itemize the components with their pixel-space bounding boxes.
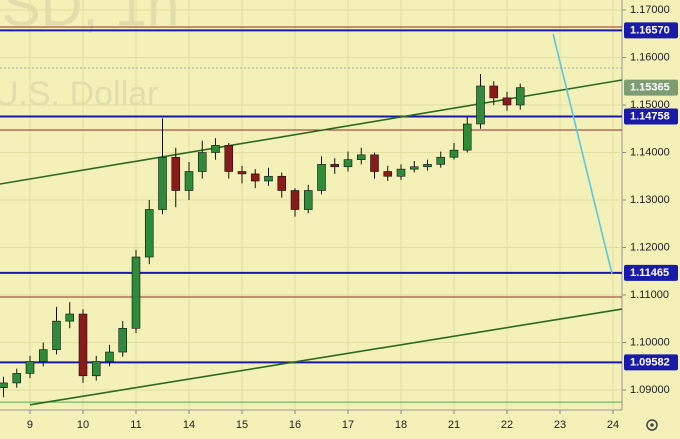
candle-body — [423, 164, 432, 168]
x-tick-label: 15 — [236, 419, 248, 431]
candle-body — [65, 313, 75, 322]
level-label: 1.16570 — [630, 24, 670, 36]
candle-body — [144, 209, 154, 258]
level-label: 1.14758 — [630, 110, 670, 122]
x-tick-label: 24 — [607, 419, 619, 431]
candle-body — [436, 156, 446, 165]
level-label: 1.09582 — [630, 356, 670, 368]
candle-body — [224, 145, 234, 172]
x-tick-label: 21 — [448, 419, 460, 431]
candle-body — [52, 320, 61, 350]
x-tick-label: 16 — [289, 419, 301, 431]
watermark: USD, 1h — [0, 0, 179, 38]
x-tick-label: 23 — [554, 419, 566, 431]
candle-body — [409, 166, 419, 170]
candle-body — [330, 164, 340, 168]
trend-line — [552, 33, 613, 274]
watermark-subtitle: U.S. Dollar — [0, 75, 158, 113]
last-price-box — [624, 79, 678, 96]
candle-body — [78, 313, 88, 377]
candle-body — [250, 173, 260, 182]
candle-body — [476, 85, 485, 125]
candle-body — [489, 85, 499, 99]
y-tick-label: 1.14000 — [630, 146, 670, 158]
y-tick-label: 1.13000 — [630, 194, 670, 206]
y-tick-label: 1.10000 — [630, 336, 670, 348]
candle-body — [38, 349, 48, 362]
candle-body — [502, 97, 512, 106]
candle-body — [237, 171, 247, 175]
level-label: 1.11465 — [630, 267, 669, 279]
candle-body — [290, 190, 300, 210]
x-tick-label: 11 — [130, 419, 141, 431]
candle-body — [118, 327, 128, 353]
x-tick-label: 18 — [395, 419, 407, 431]
candle-body — [277, 175, 287, 191]
candle-body — [171, 156, 181, 191]
level-label-box — [624, 22, 678, 39]
candle-body — [25, 361, 35, 374]
candle-body — [449, 149, 459, 158]
candle-body — [131, 256, 141, 329]
y-tick-label: 1.16000 — [630, 51, 670, 63]
x-tick-label: 9 — [27, 419, 33, 431]
candle-body — [12, 373, 22, 384]
candle-body — [158, 156, 167, 210]
candle-body — [303, 190, 313, 210]
x-tick-label: 14 — [183, 419, 195, 431]
candle-body — [0, 382, 8, 388]
candle-body — [515, 87, 525, 106]
x-tick-label: 22 — [501, 419, 513, 431]
x-tick-label: 10 — [77, 419, 89, 431]
candle-body — [462, 123, 472, 151]
y-tick-label: 1.15000 — [630, 99, 670, 111]
trend-line — [29, 308, 623, 406]
candle-body — [317, 164, 326, 191]
last-price-label: 1.15365 — [630, 82, 670, 94]
candle-body — [396, 168, 406, 177]
candle-body — [383, 171, 393, 177]
y-tick-label: 1.12000 — [630, 241, 670, 253]
candle-body — [105, 351, 114, 362]
y-tick-label: 1.11000 — [630, 289, 669, 301]
y-tick-label: 1.09000 — [630, 384, 670, 396]
candle-body — [211, 145, 220, 153]
candle-body — [356, 154, 366, 160]
candle-body — [343, 159, 353, 168]
candle-body — [184, 171, 194, 191]
candle-body — [370, 154, 379, 172]
y-tick-label: 1.17000 — [630, 4, 670, 16]
candle-body — [197, 152, 207, 172]
x-tick-label: 17 — [342, 419, 354, 431]
settings-icon[interactable] — [646, 419, 658, 431]
level-label-box — [624, 108, 678, 125]
level-label-box — [624, 354, 678, 371]
candle-body — [91, 361, 101, 377]
settings-icon-center — [650, 423, 654, 427]
candle-body — [264, 175, 273, 182]
level-label-box — [624, 264, 678, 281]
